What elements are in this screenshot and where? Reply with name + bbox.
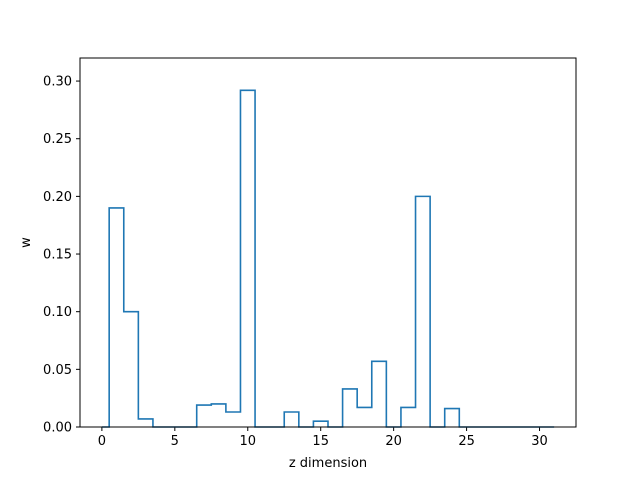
bin-3 xyxy=(138,419,153,427)
x-tick-label: 20 xyxy=(385,434,402,449)
y-tick-label: 0.25 xyxy=(43,132,72,147)
y-axis-label: w xyxy=(19,237,34,248)
bin-10 xyxy=(240,90,255,427)
y-tick-label: 0.10 xyxy=(43,305,72,320)
series-layer xyxy=(101,89,555,428)
bin-2 xyxy=(124,312,139,427)
y-tick-label: 0.00 xyxy=(43,421,72,436)
series-step-line xyxy=(101,89,555,428)
x-tick-label: 5 xyxy=(171,434,179,449)
bin-13 xyxy=(284,412,299,427)
bin-21 xyxy=(401,407,416,427)
x-axis-label: z dimension xyxy=(289,456,367,471)
bin-1 xyxy=(109,208,124,427)
x-tick-label: 30 xyxy=(531,434,548,449)
x-tick-label: 0 xyxy=(98,434,106,449)
bin-9 xyxy=(226,412,241,427)
ticks-layer: 0 5 10 15 20 25 30 0.00 0.05 0.10 0.15 0.20 0.25 0.30 xyxy=(43,75,548,449)
bin-7 xyxy=(197,405,212,427)
bin-22 xyxy=(416,196,431,427)
y-tick-label: 0.15 xyxy=(43,248,72,263)
bin-19 xyxy=(372,361,387,427)
bin-24 xyxy=(445,409,460,427)
x-tick-label: 25 xyxy=(458,434,475,449)
bin-15 xyxy=(313,421,328,427)
bin-8 xyxy=(211,404,226,427)
bin-17 xyxy=(343,389,358,427)
bin-18 xyxy=(357,407,372,427)
x-tick-label: 15 xyxy=(312,434,329,449)
x-tick-label: 10 xyxy=(239,434,256,449)
y-tick-label: 0.30 xyxy=(43,75,72,90)
y-tick-label: 0.20 xyxy=(43,190,72,205)
y-tick-label: 0.05 xyxy=(43,363,72,378)
axes-frame xyxy=(79,57,577,428)
